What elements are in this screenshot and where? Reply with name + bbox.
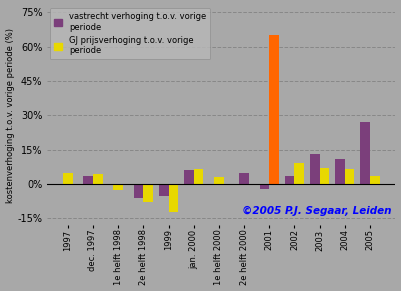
Bar: [194, 169, 203, 184]
Bar: [310, 154, 320, 184]
Bar: [214, 177, 224, 184]
Bar: [285, 176, 294, 184]
Bar: [168, 184, 178, 212]
Bar: [320, 168, 329, 184]
Bar: [370, 176, 380, 184]
Bar: [184, 170, 194, 184]
Bar: [113, 184, 123, 190]
Bar: [335, 159, 345, 184]
Text: ©2005 P.J. Segaar, Leiden: ©2005 P.J. Segaar, Leiden: [243, 206, 392, 217]
Bar: [144, 184, 153, 202]
Bar: [134, 184, 144, 198]
Bar: [83, 176, 93, 184]
Legend: vastrecht verhoging t.o.v. vorige
periode, GJ prijsverhoging t.o.v. vorige
perio: vastrecht verhoging t.o.v. vorige period…: [50, 8, 210, 59]
Bar: [360, 122, 370, 184]
Bar: [63, 173, 73, 184]
Bar: [260, 184, 269, 189]
Bar: [269, 35, 279, 184]
Bar: [239, 173, 249, 184]
Bar: [159, 184, 168, 196]
Y-axis label: kostenverhoging t.o.v. vorige periode (%): kostenverhoging t.o.v. vorige periode (%…: [6, 28, 14, 203]
Bar: [345, 169, 354, 184]
Bar: [93, 174, 103, 184]
Bar: [294, 164, 304, 184]
